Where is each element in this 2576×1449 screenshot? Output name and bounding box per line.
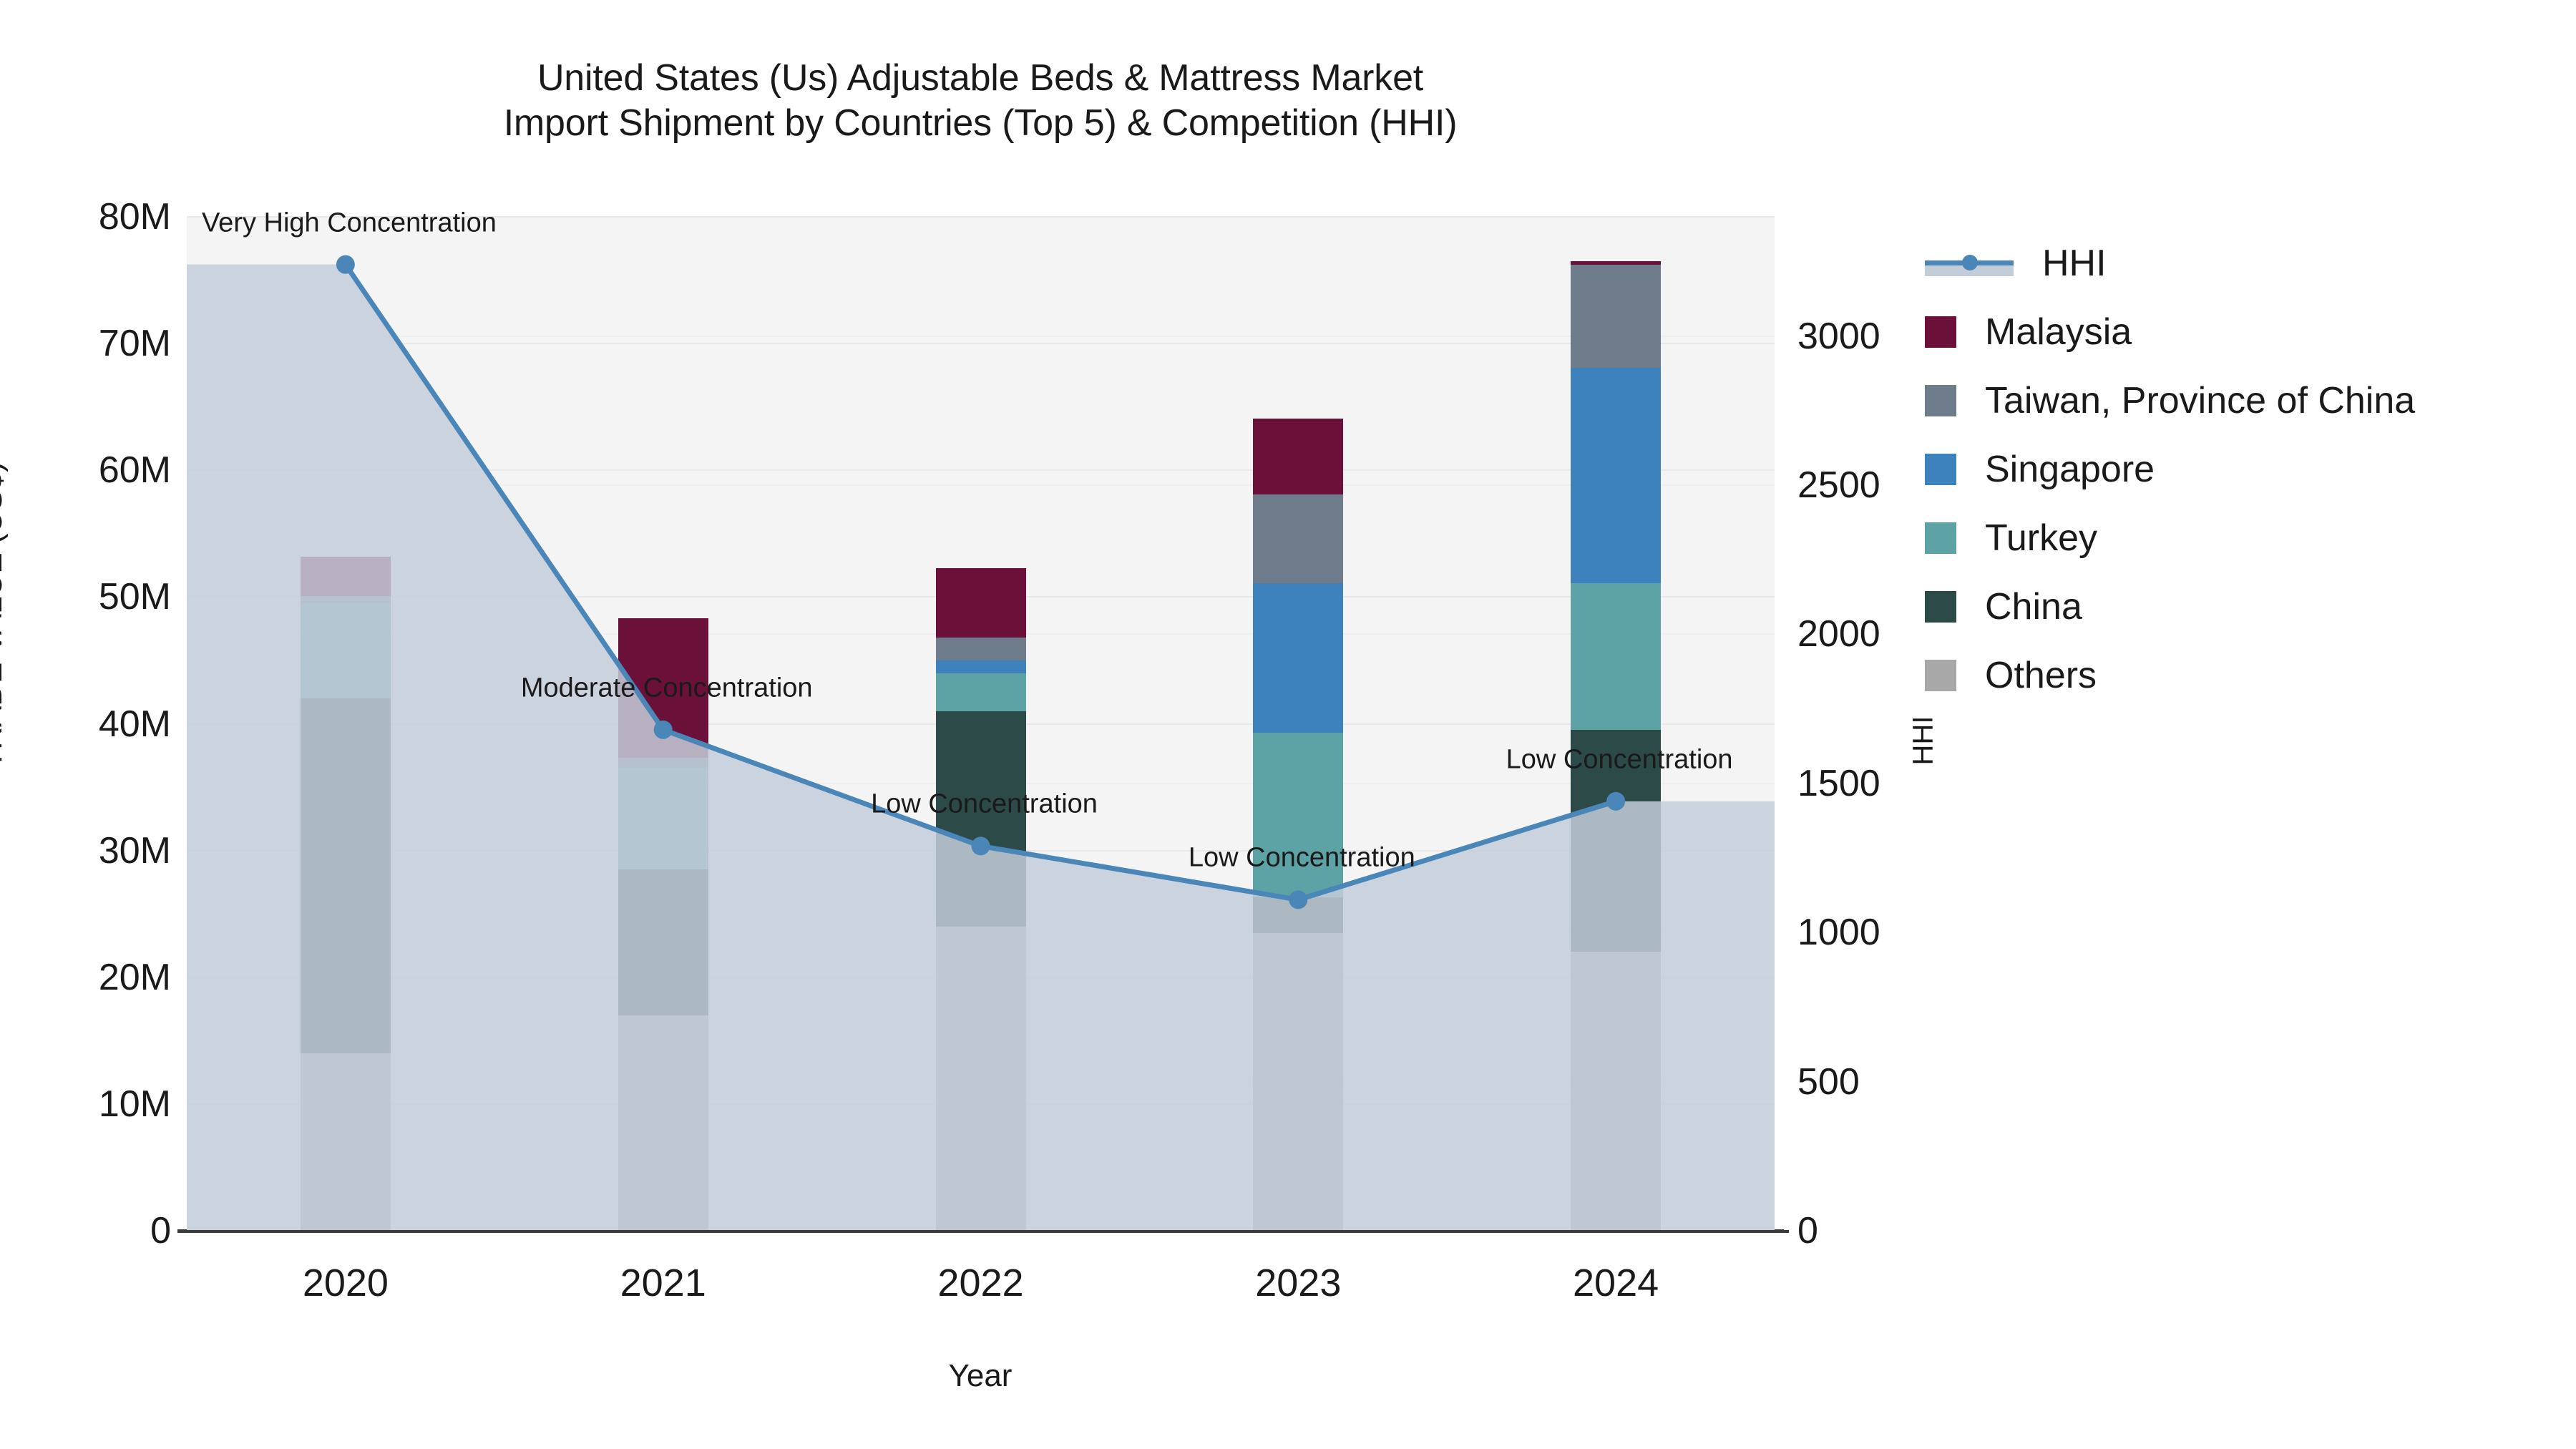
y-axis-left-tick-label: 70M <box>98 323 171 365</box>
legend-item[interactable]: Turkey <box>1925 504 2415 572</box>
gridline-secondary <box>187 335 1775 337</box>
gridline <box>187 216 1775 218</box>
axis-tick <box>1775 1229 1784 1232</box>
legend-label: Malaysia <box>1985 311 2132 353</box>
y-axis-left-tick-label: 20M <box>98 956 171 998</box>
gridline <box>187 343 1775 345</box>
bar-segment[interactable] <box>1571 260 1662 265</box>
gridline-secondary <box>187 484 1775 487</box>
hhi-markers <box>336 255 1626 909</box>
y-axis-right-title: HHI <box>1907 716 1939 766</box>
hhi-marker[interactable] <box>336 255 355 274</box>
legend-item[interactable]: Malaysia <box>1925 298 2415 366</box>
bar-segment[interactable] <box>935 660 1026 673</box>
bar-segment[interactable] <box>1253 732 1344 898</box>
y-axis-left-tick-label: 10M <box>98 1083 171 1125</box>
y-axis-left-title: TRADE VALUE (US$) <box>0 462 9 769</box>
bar-segment[interactable] <box>935 638 1026 660</box>
y-axis-right-tick-label: 0 <box>1797 1210 1818 1252</box>
x-axis-tick-label: 2021 <box>620 1262 706 1304</box>
y-axis-left-tick-label: 40M <box>98 703 171 745</box>
legend-label: Taiwan, Province of China <box>1985 380 2416 421</box>
legend-label: Turkey <box>1985 517 2097 559</box>
legend-item[interactable]: Singapore <box>1925 435 2415 504</box>
legend-item[interactable]: HHI <box>1925 229 2415 298</box>
hhi-annotation: Low Concentration <box>1506 744 1733 775</box>
y-axis-left-tick-label: 0 <box>150 1210 171 1252</box>
hhi-area-fill <box>187 264 1775 1231</box>
x-axis-tick-label: 2020 <box>302 1262 389 1304</box>
plot-area <box>187 216 1775 1231</box>
legend-label: China <box>1985 586 2082 628</box>
x-axis-line <box>177 1230 1789 1233</box>
legend-swatch-icon <box>1925 591 1956 623</box>
hhi-annotation: Very High Concentration <box>201 208 497 238</box>
y-axis-left-tick-label: 80M <box>98 196 171 238</box>
y-axis-right-tick-label: 500 <box>1797 1060 1860 1103</box>
legend-line-marker-icon <box>1925 248 2014 279</box>
bar-segment[interactable] <box>935 567 1026 638</box>
bar-segment[interactable] <box>935 673 1026 711</box>
x-axis-tick-label: 2024 <box>1573 1262 1659 1304</box>
x-axis-tick-label: 2022 <box>937 1262 1024 1304</box>
legend-swatch-icon <box>1925 316 1956 348</box>
bar-segment[interactable] <box>1253 494 1344 583</box>
x-axis-tick-label: 2023 <box>1255 1262 1342 1304</box>
hhi-overlay <box>187 255 1775 1231</box>
hhi-annotation: Low Concentration <box>871 789 1098 819</box>
x-axis-title: Year <box>948 1358 1013 1393</box>
legend-swatch-icon <box>1925 385 1956 416</box>
legend-item[interactable]: Taiwan, Province of China <box>1925 366 2415 435</box>
bar-segment[interactable] <box>1571 367 1662 583</box>
chart-legend: HHI Malaysia Taiwan, Province of China Sing… <box>1925 229 2415 710</box>
hhi-marker[interactable] <box>1606 791 1626 811</box>
y-axis-right-tick-label: 1500 <box>1797 762 1880 804</box>
bar-segment[interactable] <box>1253 418 1344 494</box>
hhi-annotation: Low Concentration <box>1188 842 1415 873</box>
y-axis-right-tick-label: 1000 <box>1797 912 1880 954</box>
hhi-marker[interactable] <box>1289 890 1308 909</box>
y-axis-left-tick-label: 60M <box>98 449 171 492</box>
chart-title: United States (Us) Adjustable Beds & Mat… <box>503 57 1458 145</box>
legend-swatch-icon <box>1925 454 1956 485</box>
gridline <box>187 469 1775 472</box>
bar-segment[interactable] <box>1253 582 1344 733</box>
y-axis-right-tick-label: 3000 <box>1797 315 1880 357</box>
y-axis-right-tick-label: 2500 <box>1797 464 1880 507</box>
legend-label: HHI <box>2042 243 2107 284</box>
y-axis-right-tick-label: 2000 <box>1797 613 1880 655</box>
hhi-annotation: Moderate Concentration <box>520 673 813 703</box>
axis-tick <box>177 1229 187 1232</box>
legend-swatch-icon <box>1925 522 1956 554</box>
legend-label: Others <box>1985 655 2097 696</box>
legend-label: Singapore <box>1985 449 2155 490</box>
legend-item[interactable]: Others <box>1925 641 2415 710</box>
legend-swatch-icon <box>1925 660 1956 691</box>
bar-segment[interactable] <box>1571 265 1662 368</box>
hhi-marker[interactable] <box>653 720 673 739</box>
legend-item[interactable]: China <box>1925 572 2415 641</box>
y-axis-left-tick-label: 30M <box>98 829 171 872</box>
bar-segment[interactable] <box>1571 582 1662 731</box>
y-axis-left-tick-label: 50M <box>98 576 171 618</box>
hhi-marker[interactable] <box>971 836 990 856</box>
